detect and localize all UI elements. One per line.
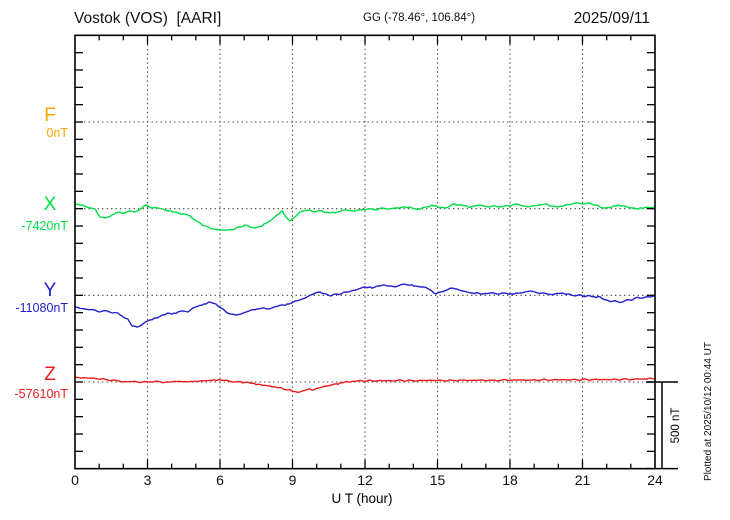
x-tick-label-21: 21 — [574, 472, 591, 488]
component-baseline-Y: -11080nT — [15, 301, 68, 315]
station-title: Vostok (VOS) [AARI] — [74, 10, 222, 27]
x-tick-label-12: 12 — [357, 472, 373, 488]
component-label-X: X — [43, 194, 57, 215]
component-label-Z: Z — [44, 364, 56, 385]
x-tick-label-18: 18 — [502, 472, 518, 488]
component-label-Y: Y — [43, 280, 57, 301]
component-label-F: F — [44, 105, 56, 126]
x-tick-label-0: 0 — [71, 472, 79, 488]
x-tick-label-6: 6 — [216, 472, 224, 488]
trace-X — [74, 202, 656, 231]
x-tick-label-9: 9 — [288, 472, 297, 488]
plotted-at-note: Plotted at 2025/10/12 00:44 UT — [703, 342, 714, 481]
component-baseline-Z: -57610nT — [14, 387, 68, 401]
geographic-coordinates: GG (-78.46°, 106.84°) — [363, 12, 476, 24]
component-baseline-X: -7420nT — [21, 219, 68, 233]
x-tick-label-3: 3 — [143, 472, 152, 488]
x-tick-label-15: 15 — [429, 472, 446, 488]
x-axis-title: U T (hour) — [331, 491, 393, 506]
scale-bar-label: 500 nT — [670, 407, 682, 444]
trace-Y — [74, 283, 656, 328]
trace-Z — [74, 376, 656, 394]
x-tick-label-24: 24 — [647, 472, 663, 488]
observation-date: 2025/09/11 — [573, 10, 650, 27]
component-baseline-F: 0nT — [46, 126, 68, 140]
